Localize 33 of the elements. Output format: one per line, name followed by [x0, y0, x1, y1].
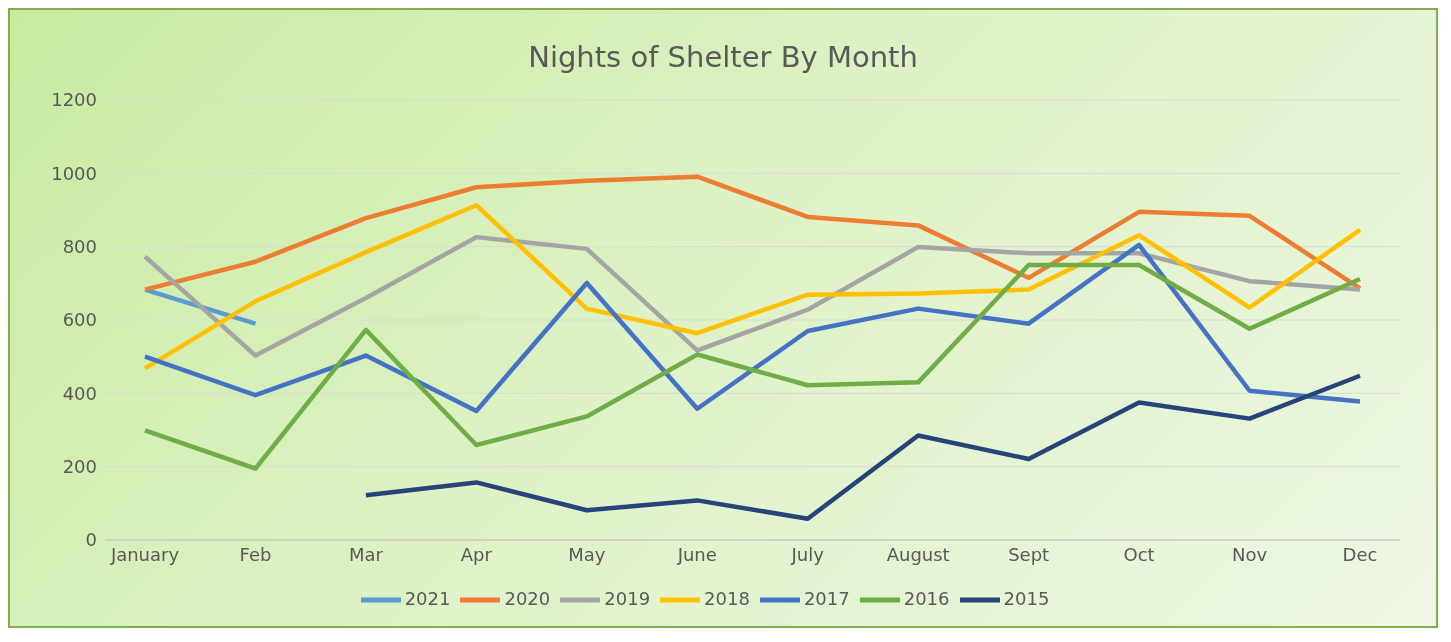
x-tick-label: Apr: [460, 543, 493, 565]
line-series: [142, 242, 1363, 414]
x-tick-label: Mar: [348, 543, 384, 565]
legend-label: 2021: [404, 588, 451, 609]
legend-label: 2016: [903, 588, 950, 609]
x-tick-label: Dec: [1342, 543, 1378, 565]
legend-label: 2017: [803, 588, 850, 609]
legend-label: 2015: [1003, 588, 1050, 609]
legend-label: 2020: [504, 588, 551, 609]
y-tick-label: 1200: [51, 89, 97, 111]
x-tick-label: May: [568, 543, 606, 565]
y-tick-label: 0: [85, 529, 97, 551]
x-tick-label: January: [109, 543, 180, 565]
line-series: [142, 202, 1363, 371]
line-series: [142, 262, 1363, 471]
y-tick-label: 200: [62, 456, 97, 478]
legend-label: 2019: [604, 588, 651, 609]
line-series: [142, 234, 1363, 358]
y-tick-label: 400: [62, 382, 97, 404]
y-tick-label: 1000: [51, 162, 97, 184]
x-tick-label: August: [886, 543, 950, 565]
line-series: [142, 174, 1363, 292]
y-tick-label: 800: [62, 236, 97, 258]
legend-label: 2018: [704, 588, 750, 609]
chart-title: Nights of Shelter By Month: [527, 39, 919, 76]
x-tick-label: Oct: [1123, 543, 1155, 565]
y-tick-label: 600: [62, 309, 97, 331]
x-tick-label: June: [676, 543, 717, 565]
x-tick-label: Nov: [1231, 543, 1268, 565]
x-tick-label: Sept: [1008, 543, 1050, 565]
x-tick-label: Feb: [239, 543, 272, 565]
line-series: [363, 373, 1363, 521]
x-tick-label: July: [790, 543, 825, 565]
